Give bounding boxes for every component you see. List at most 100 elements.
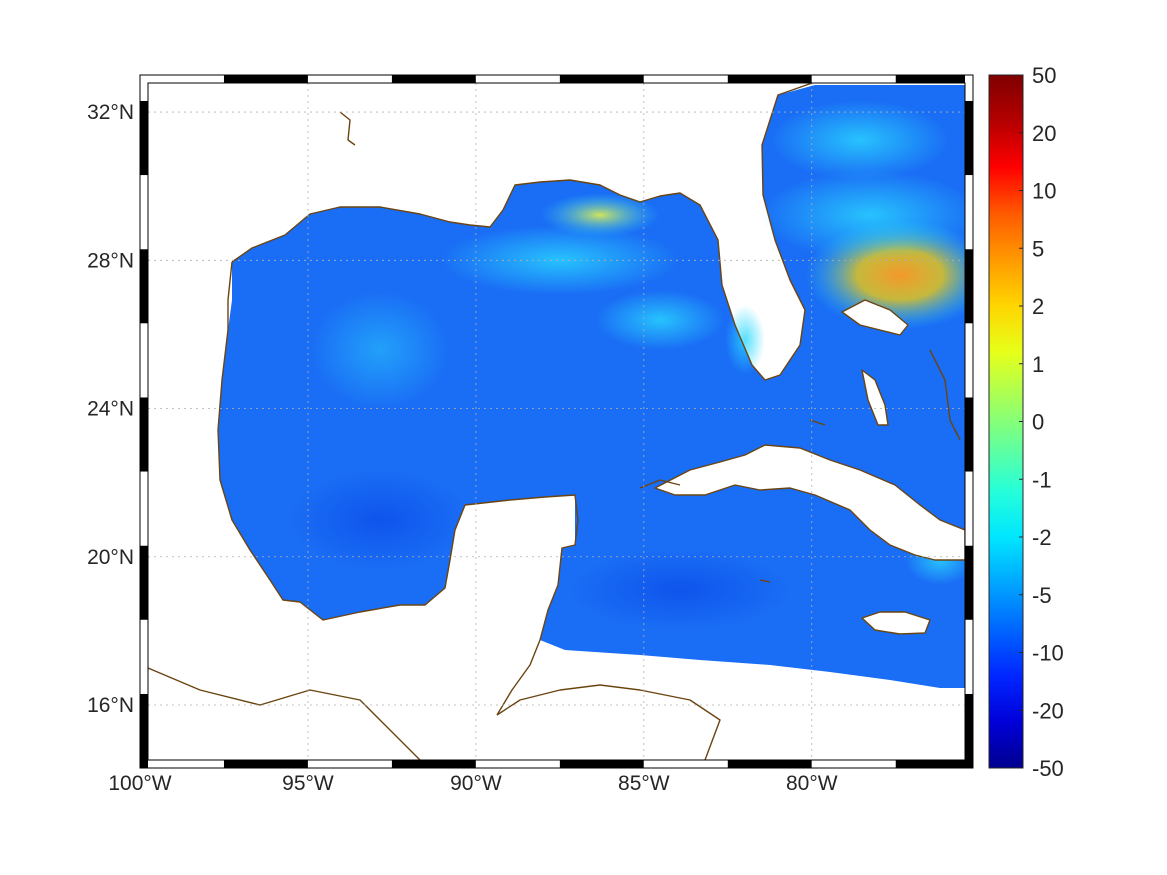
frame-band-right <box>965 75 973 101</box>
frame-band-top <box>727 75 812 83</box>
frame-band-left <box>140 397 148 472</box>
frame-band-bottom <box>475 760 560 768</box>
caribbean-land <box>148 668 720 760</box>
frame-band-right <box>965 693 973 768</box>
frame-band-right <box>965 100 973 176</box>
frame-band-top <box>811 75 896 83</box>
frame-band-left <box>140 471 148 546</box>
lon-tick-label: 100°W <box>108 772 171 795</box>
frame-band-bottom <box>223 760 308 768</box>
latitude-labels: 32°N 28°N 24°N 20°N 16°N <box>87 101 134 717</box>
jamaica-coastline <box>861 611 931 635</box>
coastline <box>148 82 965 760</box>
lat-tick-label: 28°N <box>87 249 134 272</box>
bahamas-land <box>842 300 908 335</box>
frame-band-left <box>140 75 148 101</box>
colorbar-tick-label: -5 <box>1032 583 1052 608</box>
field-feature <box>310 290 450 410</box>
frame-band-bottom <box>307 760 392 768</box>
frame-band-right <box>965 471 973 546</box>
frame-band-right <box>965 545 973 620</box>
andros-land <box>862 370 888 425</box>
lat-tick-label: 20°N <box>87 546 134 569</box>
frame-band-top <box>140 75 224 83</box>
frame-band-bottom <box>643 760 728 768</box>
lon-tick-label: 80°W <box>786 772 838 795</box>
field-feature <box>760 170 965 260</box>
island-outline <box>809 419 826 426</box>
frame-band-bottom <box>727 760 812 768</box>
field-feature <box>595 290 725 350</box>
lat-tick-label: 24°N <box>87 398 134 421</box>
frame-band-left <box>140 693 148 768</box>
frame-band-top <box>475 75 560 83</box>
frame-band-right <box>965 397 973 472</box>
lon-tick-label: 90°W <box>450 772 502 795</box>
map-frame <box>139 74 974 769</box>
colorbar-tick-label: 0 <box>1032 410 1044 435</box>
andros-coastline <box>861 369 889 426</box>
frame-band-top <box>391 75 476 83</box>
jamaica-land <box>862 612 930 634</box>
frame-band-right <box>965 619 973 694</box>
colorbar-tick-label: -50 <box>1032 756 1064 781</box>
field-feature <box>440 225 680 295</box>
island-outline <box>339 111 356 146</box>
field-feature <box>290 470 470 570</box>
colorbar-tick-label: 20 <box>1032 121 1056 146</box>
yucatan-land <box>445 495 575 652</box>
colorbar-tick-label: -1 <box>1032 467 1052 492</box>
graticule <box>148 83 965 760</box>
cuba-coastline <box>654 444 965 561</box>
mexico-coastline <box>217 261 579 716</box>
frame-band-left <box>140 100 148 176</box>
frame-outline <box>139 74 974 769</box>
lon-tick-label: 85°W <box>618 772 670 795</box>
frame-band-top <box>895 75 973 83</box>
frame-band-right <box>965 175 973 250</box>
island-outline <box>759 579 771 583</box>
lat-tick-label: 16°N <box>87 694 134 717</box>
colorbar-tick-label: 2 <box>1032 294 1044 319</box>
frame-band-bottom <box>811 760 896 768</box>
field-feature <box>570 550 790 630</box>
bahamas-coastline <box>841 299 909 336</box>
field-feature <box>770 100 950 180</box>
colorbar-bar <box>988 74 1024 769</box>
cuba-land <box>655 445 965 560</box>
frame-band-bottom <box>391 760 476 768</box>
frame-band-left <box>140 619 148 694</box>
frame-band-left <box>140 175 148 250</box>
colorbar-tick-label: 50 <box>1032 63 1056 88</box>
frame-band-bottom <box>895 760 973 768</box>
land-mask <box>148 300 965 760</box>
longitude-labels: 100°W 95°W 90°W 85°W 80°W <box>108 772 837 795</box>
frame-band-top <box>307 75 392 83</box>
frame-band-right <box>965 323 973 398</box>
frame-inner-outline <box>147 82 966 761</box>
frame-band-left <box>140 545 148 620</box>
frame-band-bottom <box>559 760 644 768</box>
central-america-coastline <box>148 667 421 760</box>
frame-band-left <box>140 249 148 324</box>
frame-band-left <box>140 323 148 398</box>
gulf-coastline <box>231 82 816 381</box>
colorbar-tick-label: 5 <box>1032 236 1044 261</box>
colorbar-tick-label: 1 <box>1032 352 1044 377</box>
frame-band-right <box>965 249 973 324</box>
island-outline <box>639 479 681 489</box>
frame-band-top <box>223 75 308 83</box>
field-feature <box>725 305 765 375</box>
colorbar-tick-label: -10 <box>1032 641 1064 666</box>
ocean-field <box>218 85 965 688</box>
frame-band-top <box>643 75 728 83</box>
frame-band-bottom <box>140 760 224 768</box>
lat-tick-label: 32°N <box>87 101 134 124</box>
colorbar-tick-label: -20 <box>1032 698 1064 723</box>
island-outline <box>929 349 961 441</box>
colorbar-tick-label: 10 <box>1032 179 1056 204</box>
lon-tick-label: 95°W <box>282 772 334 795</box>
